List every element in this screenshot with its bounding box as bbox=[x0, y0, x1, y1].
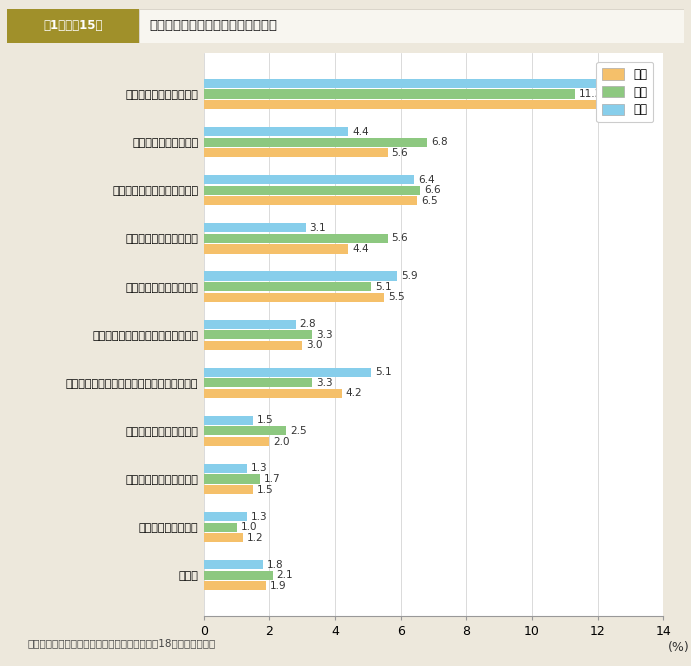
Bar bbox=[204, 464, 247, 473]
Bar bbox=[204, 234, 388, 243]
Bar bbox=[204, 571, 273, 580]
Bar bbox=[204, 223, 305, 232]
Text: 2.1: 2.1 bbox=[276, 570, 294, 580]
Text: 5.6: 5.6 bbox=[392, 148, 408, 158]
Text: 4.2: 4.2 bbox=[346, 388, 362, 398]
Legend: 総数, 女性, 男性: 総数, 女性, 男性 bbox=[596, 62, 653, 123]
Text: 1.5: 1.5 bbox=[257, 485, 274, 495]
Bar bbox=[204, 485, 253, 494]
Text: 2.5: 2.5 bbox=[290, 426, 307, 436]
Bar bbox=[204, 244, 348, 254]
Bar bbox=[204, 292, 384, 302]
Bar bbox=[204, 378, 312, 388]
Bar bbox=[204, 271, 397, 280]
Bar bbox=[204, 89, 575, 99]
Text: 1.8: 1.8 bbox=[267, 559, 283, 569]
Bar bbox=[139, 9, 684, 43]
Bar bbox=[204, 186, 420, 195]
Bar bbox=[204, 426, 286, 436]
Text: 6.6: 6.6 bbox=[424, 185, 441, 195]
Text: 5.1: 5.1 bbox=[375, 282, 392, 292]
Text: ボランティア活動の種類別行動者率: ボランティア活動の種類別行動者率 bbox=[149, 19, 277, 33]
Text: 3.3: 3.3 bbox=[316, 378, 333, 388]
Text: 5.5: 5.5 bbox=[388, 292, 405, 302]
Bar bbox=[204, 533, 243, 542]
Text: 4.4: 4.4 bbox=[352, 127, 369, 137]
Bar bbox=[204, 79, 621, 88]
Text: 12.7: 12.7 bbox=[625, 79, 648, 89]
Text: 11.3: 11.3 bbox=[578, 89, 602, 99]
Bar bbox=[204, 175, 414, 184]
Bar bbox=[204, 416, 253, 425]
Bar bbox=[204, 368, 371, 377]
Bar bbox=[204, 389, 341, 398]
Bar bbox=[204, 341, 302, 350]
Text: 5.1: 5.1 bbox=[375, 367, 392, 377]
Bar bbox=[204, 330, 312, 339]
Text: 4.4: 4.4 bbox=[352, 244, 369, 254]
Text: 12.0: 12.0 bbox=[602, 100, 625, 110]
Text: 6.5: 6.5 bbox=[421, 196, 438, 206]
Bar bbox=[204, 100, 598, 109]
Text: 5.9: 5.9 bbox=[401, 271, 418, 281]
Text: 3.1: 3.1 bbox=[310, 223, 326, 233]
Text: 1.2: 1.2 bbox=[247, 533, 264, 543]
Text: 1.9: 1.9 bbox=[270, 581, 287, 591]
Bar bbox=[204, 148, 388, 157]
Text: （備考）　総務省「社会生活基本調査」（平成18年）より作成。: （備考） 総務省「社会生活基本調査」（平成18年）より作成。 bbox=[27, 637, 216, 648]
Text: 2.8: 2.8 bbox=[300, 319, 316, 329]
Text: 6.4: 6.4 bbox=[418, 174, 435, 184]
Text: 1.7: 1.7 bbox=[263, 474, 281, 484]
Text: 1.0: 1.0 bbox=[240, 522, 257, 532]
Text: (%): (%) bbox=[668, 641, 690, 654]
Text: 2.0: 2.0 bbox=[274, 436, 290, 446]
Bar bbox=[204, 560, 263, 569]
Bar bbox=[204, 474, 260, 484]
Bar bbox=[204, 282, 371, 291]
Bar bbox=[204, 320, 296, 328]
Text: 1.5: 1.5 bbox=[257, 416, 274, 426]
Text: 3.3: 3.3 bbox=[316, 330, 333, 340]
Bar bbox=[204, 437, 269, 446]
Text: 5.6: 5.6 bbox=[392, 233, 408, 243]
Bar bbox=[204, 138, 427, 147]
Bar bbox=[204, 512, 247, 521]
Bar bbox=[7, 9, 139, 43]
Bar bbox=[204, 127, 348, 136]
Bar bbox=[204, 196, 417, 205]
Bar bbox=[204, 523, 236, 531]
Text: 6.8: 6.8 bbox=[431, 137, 448, 147]
Text: 3.0: 3.0 bbox=[306, 340, 323, 350]
Text: 第1－特－15図: 第1－特－15図 bbox=[43, 19, 103, 33]
Bar bbox=[204, 581, 266, 591]
Text: 1.3: 1.3 bbox=[250, 464, 267, 474]
Text: 1.3: 1.3 bbox=[250, 511, 267, 521]
